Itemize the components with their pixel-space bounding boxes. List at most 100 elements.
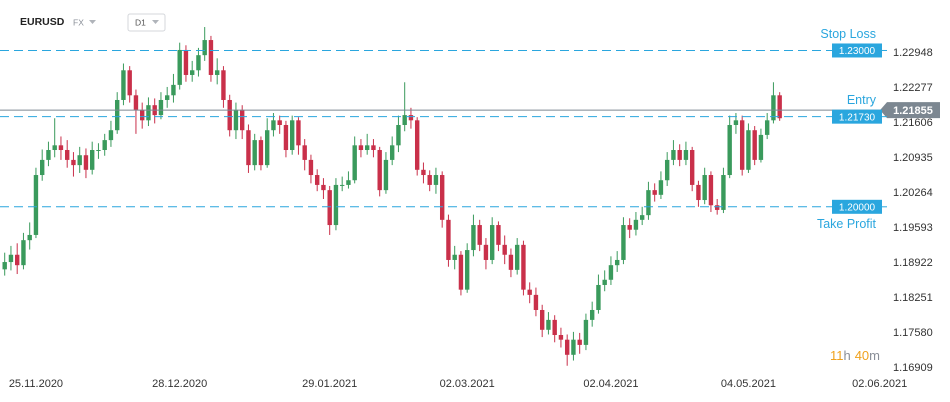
y-tick-label: 1.20264 (893, 187, 933, 199)
candle-body (571, 339, 576, 355)
timer-hours: 11 (830, 348, 844, 363)
candle-body (377, 150, 382, 191)
candle-body (14, 254, 20, 266)
y-tick-label: 1.22277 (893, 82, 933, 94)
candle-body (627, 225, 632, 230)
timeframe[interactable]: D1 (135, 17, 146, 27)
timer-minutes: 40 (855, 348, 869, 363)
level-box (832, 43, 882, 58)
candle-body (258, 140, 264, 166)
candle-body (439, 175, 445, 220)
candle-body (714, 205, 720, 210)
level-name: Stop Loss (820, 27, 876, 41)
y-tick-label: 1.20935 (893, 152, 933, 164)
candle-body (371, 145, 376, 151)
candle-body (646, 190, 651, 216)
y-tick-label: 1.21606 (893, 117, 933, 129)
symbol-dropdown-arrow[interactable] (89, 20, 96, 24)
candle-body (171, 84, 176, 96)
plot: 1.22948 1.22277 1.21606 1.20935 1.20264 1.195… (0, 27, 940, 390)
candle-body (339, 184, 345, 186)
candle-body (8, 254, 14, 263)
candle-body (621, 225, 626, 260)
candle-body (221, 70, 226, 100)
candle-body (652, 190, 657, 195)
y-tick-label: 1.18922 (893, 257, 933, 269)
candle-body (46, 150, 51, 160)
candle-body (71, 159, 76, 166)
candle-body (146, 105, 151, 121)
candle-body (127, 70, 132, 96)
candle-body (558, 335, 564, 340)
candle-body (177, 49, 182, 85)
candle-body (546, 319, 551, 330)
candle-body (233, 109, 239, 131)
candle-body (39, 159, 45, 176)
candle-body (527, 289, 532, 295)
x-tick-label: 04.05.2021 (721, 378, 776, 390)
candle-body (277, 120, 282, 125)
candle-body (2, 262, 7, 270)
candle-body (683, 150, 689, 160)
last-price-box (880, 102, 940, 119)
candle-body (752, 130, 757, 160)
candle-body (521, 244, 526, 290)
candle-body (721, 175, 726, 210)
candle-body (658, 180, 664, 195)
candle-body (227, 99, 232, 131)
candle-body (52, 145, 57, 151)
candle-body (671, 150, 676, 160)
candle-body (496, 225, 501, 245)
countdown: 11h 40m (830, 348, 880, 363)
last-price-label: 1.21855 (893, 105, 933, 117)
candle-body (114, 99, 120, 131)
level-value: 1.21730 (839, 112, 876, 123)
candle-body (196, 55, 201, 71)
y-tick-label: 1.19593 (893, 222, 933, 234)
candle-body (452, 254, 457, 260)
candle-body (321, 184, 326, 191)
candle-body (21, 240, 26, 266)
candle-body (739, 120, 745, 170)
candle-body (64, 150, 70, 160)
y-tick-label: 1.16909 (893, 362, 933, 374)
candle-body (271, 120, 276, 131)
candle-body (164, 95, 170, 100)
candle-body (446, 219, 451, 260)
candle-body (208, 40, 214, 75)
candle-body (121, 70, 126, 100)
candle-body (158, 99, 164, 116)
timeframe-dropdown-arrow[interactable] (152, 20, 159, 24)
candle-body (33, 175, 39, 235)
x-tick-label: 29.01.2021 (302, 378, 357, 390)
timeframe-box[interactable] (127, 13, 166, 32)
candle-body (308, 159, 314, 176)
candle-body (758, 134, 764, 160)
candle-body (352, 145, 357, 181)
candle-body (383, 159, 389, 191)
candle-body (346, 180, 351, 185)
candle-body (302, 145, 307, 160)
candle-body (246, 130, 251, 166)
candle-body (614, 259, 620, 266)
candle-body (408, 115, 414, 121)
x-tick-label: 02.04.2021 (583, 378, 638, 390)
candle-body (633, 219, 639, 230)
candle-body (764, 120, 770, 135)
candle-body (139, 109, 145, 121)
y-tick-label: 1.17580 (893, 327, 933, 339)
candle-body (583, 319, 589, 345)
candle-body (602, 279, 607, 285)
candle-body (702, 175, 707, 201)
candle-body (283, 124, 289, 151)
candle-body (564, 339, 570, 355)
candle-body (183, 49, 189, 75)
candle-body (608, 265, 614, 280)
candle-body (83, 155, 89, 170)
y-tick-label: 1.22948 (893, 47, 933, 59)
candle-body (483, 244, 489, 260)
symbol[interactable]: EURUSD (20, 16, 65, 28)
candle-body (108, 130, 114, 141)
